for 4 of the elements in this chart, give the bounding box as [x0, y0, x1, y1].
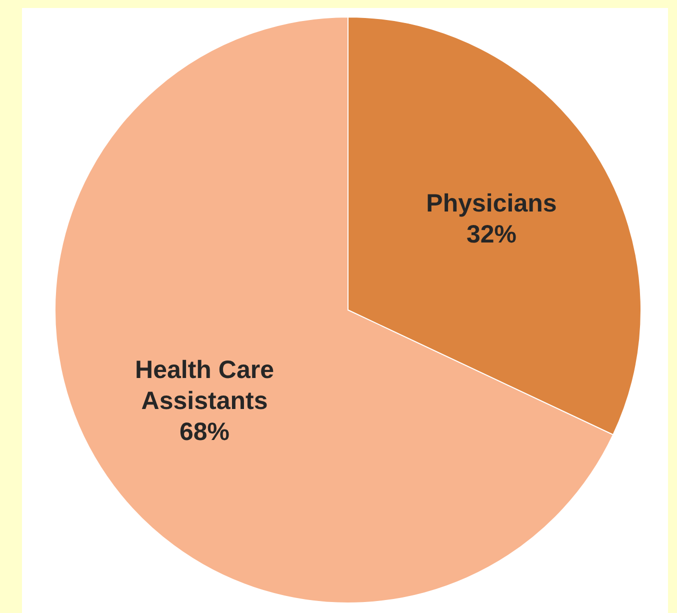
slice-label: Physicians [426, 189, 557, 218]
data-label: 32% [466, 220, 517, 248]
slice-label: Health Care Assistants [135, 356, 274, 416]
data-label: 68% [179, 418, 230, 446]
